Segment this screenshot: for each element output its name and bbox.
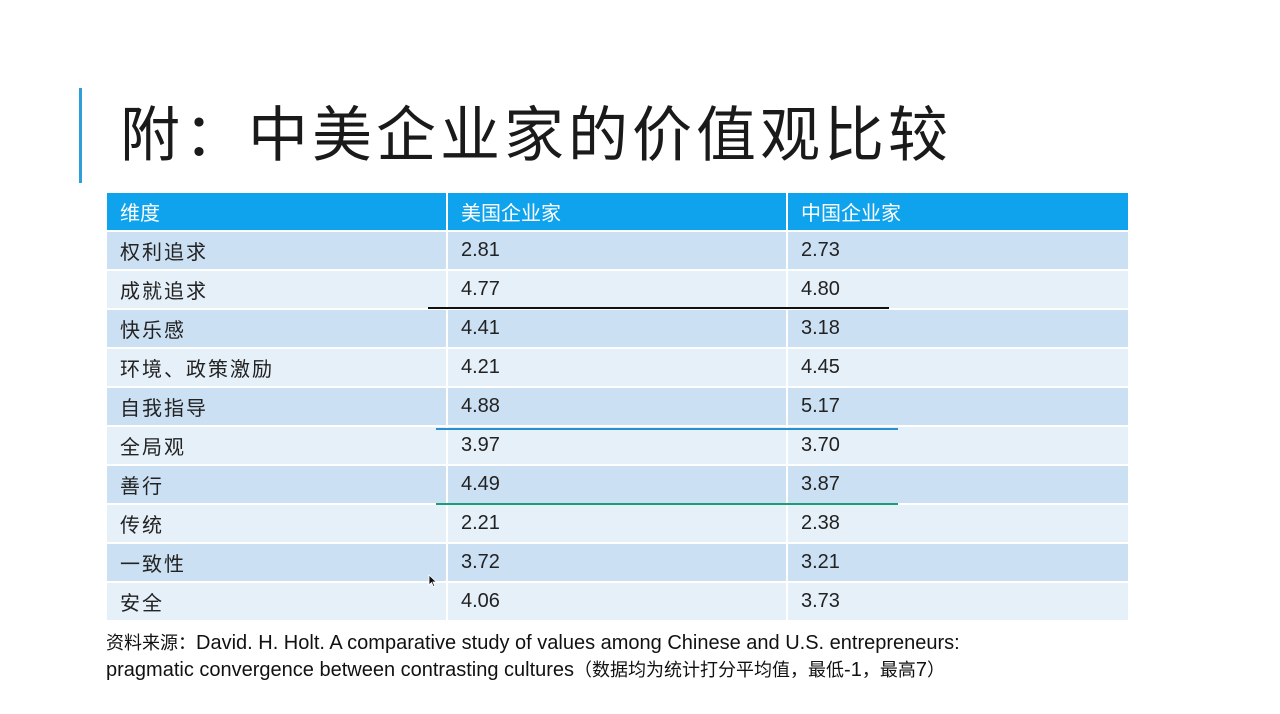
header-us-entrepreneurs: 美国企业家	[447, 193, 788, 232]
table-row: 权利追求 2.81 2.73	[107, 231, 1128, 271]
us-value-cell: 2.21	[447, 504, 788, 544]
dimension-cell: 自我指导	[107, 387, 448, 427]
source-line-2: pragmatic convergence between contrastin…	[106, 657, 1256, 684]
us-value-cell: 3.97	[447, 426, 788, 466]
dimension-cell: 传统	[107, 504, 448, 544]
table-row: 全局观 3.97 3.70	[107, 426, 1128, 466]
data-note-max: 7	[915, 659, 927, 681]
dimension-cell: 安全	[107, 582, 448, 622]
data-note-open: （数据均为统计打分平均值，最低	[574, 660, 845, 681]
cn-value-cell: 2.38	[787, 504, 1128, 544]
table-row: 一致性 3.72 3.21	[107, 543, 1128, 583]
data-note-min: -1	[844, 659, 862, 681]
dimension-cell: 一致性	[107, 543, 448, 583]
dimension-cell: 快乐感	[107, 309, 448, 349]
data-note-sep: ，最高	[861, 660, 916, 681]
source-reference-cont: pragmatic convergence between contrastin…	[106, 659, 575, 681]
table-header-row: 维度 美国企业家 中国企业家	[107, 193, 1128, 232]
us-value-cell: 4.21	[447, 348, 788, 388]
table-row: 快乐感 4.41 3.18	[107, 309, 1128, 349]
cn-value-cell: 3.70	[787, 426, 1128, 466]
source-prefix: 资料来源：	[106, 633, 196, 654]
cn-value-cell: 3.18	[787, 309, 1128, 349]
values-comparison-table: 维度 美国企业家 中国企业家 权利追求 2.81 2.73 成就追求 4.77 …	[107, 193, 1128, 622]
underline-self-direction-row	[436, 428, 898, 430]
cn-value-cell: 2.73	[787, 231, 1128, 271]
source-reference: David. H. Holt. A comparative study of v…	[196, 632, 960, 654]
table-row: 自我指导 4.88 5.17	[107, 387, 1128, 427]
slide-title: 附：中美企业家的价值观比较	[120, 101, 952, 171]
table-row: 成就追求 4.77 4.80	[107, 270, 1128, 310]
us-value-cell: 4.77	[447, 270, 788, 310]
table-row: 安全 4.06 3.73	[107, 582, 1128, 622]
cn-value-cell: 5.17	[787, 387, 1128, 427]
table-row: 善行 4.49 3.87	[107, 465, 1128, 505]
header-dimension: 维度	[107, 193, 448, 232]
dimension-cell: 全局观	[107, 426, 448, 466]
table-row: 传统 2.21 2.38	[107, 504, 1128, 544]
us-value-cell: 3.72	[447, 543, 788, 583]
dimension-cell: 成就追求	[107, 270, 448, 310]
cn-value-cell: 3.87	[787, 465, 1128, 505]
table-row: 环境、政策激励 4.21 4.45	[107, 348, 1128, 388]
title-accent-bar	[79, 88, 82, 183]
underline-achievement-row	[428, 307, 889, 309]
underline-benevolence-row	[436, 503, 898, 505]
dimension-cell: 权利追求	[107, 231, 448, 271]
source-line-1: 资料来源：David. H. Holt. A comparative study…	[106, 630, 1256, 657]
data-note-close: ）	[926, 660, 945, 681]
cn-value-cell: 4.45	[787, 348, 1128, 388]
us-value-cell: 4.88	[447, 387, 788, 427]
us-value-cell: 4.06	[447, 582, 788, 622]
header-cn-entrepreneurs: 中国企业家	[787, 193, 1128, 232]
dimension-cell: 善行	[107, 465, 448, 505]
cn-value-cell: 4.80	[787, 270, 1128, 310]
us-value-cell: 4.41	[447, 309, 788, 349]
dimension-cell: 环境、政策激励	[107, 348, 448, 388]
source-citation: 资料来源：David. H. Holt. A comparative study…	[106, 630, 1256, 684]
us-value-cell: 4.49	[447, 465, 788, 505]
mouse-cursor-icon	[428, 574, 438, 588]
cn-value-cell: 3.21	[787, 543, 1128, 583]
cn-value-cell: 3.73	[787, 582, 1128, 622]
us-value-cell: 2.81	[447, 231, 788, 271]
